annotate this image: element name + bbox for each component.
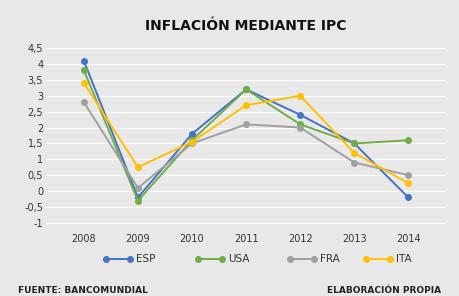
USA: [297, 123, 302, 126]
Line: USA: USA: [81, 67, 410, 203]
FRA: [297, 126, 302, 129]
ESP: [135, 196, 140, 199]
Line: ITA: ITA: [81, 80, 410, 186]
Line: FRA: FRA: [81, 99, 410, 191]
ESP: [297, 113, 302, 117]
Text: USA: USA: [228, 254, 249, 264]
Title: INFLACIÓN MEDIANTE IPC: INFLACIÓN MEDIANTE IPC: [145, 19, 346, 33]
USA: [81, 68, 86, 72]
Text: FUENTE: BANCOMUNDIAL: FUENTE: BANCOMUNDIAL: [18, 286, 148, 295]
USA: [351, 142, 356, 145]
ESP: [243, 88, 248, 91]
Text: ELABORACIÓN PROPIA: ELABORACIÓN PROPIA: [327, 286, 441, 295]
USA: [405, 139, 410, 142]
ITA: [189, 140, 194, 144]
FRA: [81, 100, 86, 104]
Line: ESP: ESP: [81, 58, 410, 200]
FRA: [243, 123, 248, 126]
ITA: [81, 81, 86, 85]
ITA: [135, 165, 140, 169]
Text: FRA: FRA: [319, 254, 339, 264]
ESP: [81, 59, 86, 62]
ESP: [189, 132, 194, 136]
ESP: [351, 142, 356, 145]
FRA: [189, 142, 194, 145]
ITA: [405, 181, 410, 185]
FRA: [135, 186, 140, 190]
USA: [189, 139, 194, 142]
FRA: [405, 173, 410, 177]
ESP: [405, 196, 410, 199]
Text: ESP: ESP: [136, 254, 155, 264]
Text: ITA: ITA: [395, 254, 411, 264]
ITA: [351, 151, 356, 155]
ITA: [243, 104, 248, 107]
FRA: [351, 161, 356, 164]
USA: [135, 199, 140, 202]
ITA: [297, 94, 302, 97]
USA: [243, 88, 248, 91]
